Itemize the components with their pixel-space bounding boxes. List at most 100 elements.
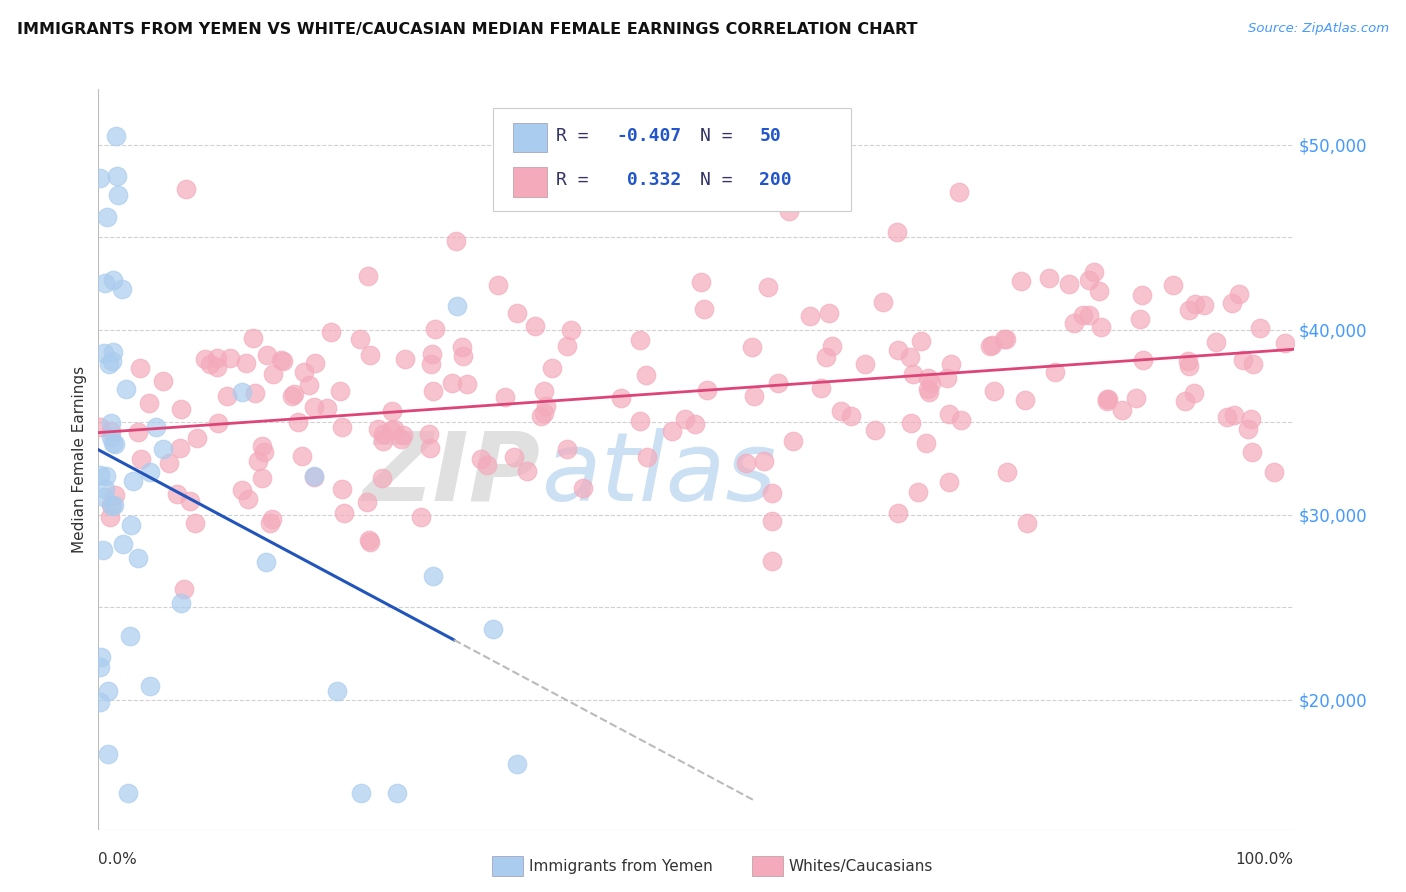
Point [1178,359,1201,373]
Point [262,368,284,382]
Point [94,468,117,483]
Y-axis label: Median Female Earnings: Median Female Earnings [72,366,87,553]
Point [100,416,122,430]
Point [1192,298,1215,312]
Point [420,347,443,361]
Point [271,354,294,368]
Point [917,382,939,396]
Point [935,370,957,384]
Point [111,537,134,551]
Point [101,499,124,513]
Text: Source: ZipAtlas.com: Source: ZipAtlas.com [1249,22,1389,36]
Point [993,332,1015,346]
Point [1249,321,1271,335]
Point [107,187,129,202]
Point [1038,271,1060,285]
Point [425,322,447,336]
Point [830,403,852,417]
Point [219,351,242,365]
Point [1182,386,1205,401]
Point [481,622,505,636]
Text: -0.407: -0.407 [616,127,681,145]
Point [152,374,174,388]
Point [1095,393,1118,408]
Point [357,268,380,283]
Point [302,469,325,483]
Point [690,275,713,289]
Point [782,434,804,448]
Point [283,387,305,401]
Point [818,306,841,320]
Point [250,439,273,453]
Point [534,399,557,413]
Point [231,483,253,497]
Point [89,420,111,434]
Point [752,454,775,468]
Point [839,409,862,423]
Point [235,355,257,369]
Text: R =: R = [557,127,599,145]
Point [761,514,783,528]
Point [541,361,564,376]
Point [292,365,315,379]
Point [349,333,371,347]
Point [304,356,326,370]
Point [394,351,416,366]
Point [93,490,115,504]
Point [1078,273,1101,287]
Point [104,437,127,451]
Point [1017,516,1039,530]
Point [139,679,162,693]
Point [207,416,229,430]
Text: Whites/Caucasians: Whites/Caucasians [789,859,934,873]
Point [127,551,149,566]
Point [245,386,267,401]
Point [901,367,924,381]
Point [1071,308,1094,322]
Point [533,406,555,420]
Text: atlas: atlas [541,427,776,521]
Point [815,351,838,365]
Point [696,384,718,398]
Point [630,333,652,347]
Point [89,171,111,186]
Point [983,384,1005,398]
Point [475,458,498,472]
Point [628,414,651,428]
Point [523,318,546,333]
Point [494,390,516,404]
Point [914,435,936,450]
Point [1077,309,1099,323]
Point [938,475,960,490]
Point [1184,297,1206,311]
Point [350,786,373,800]
Point [291,449,314,463]
Point [886,225,908,239]
Text: IMMIGRANTS FROM YEMEN VS WHITE/CAUCASIAN MEDIAN FEMALE EARNINGS CORRELATION CHAR: IMMIGRANTS FROM YEMEN VS WHITE/CAUCASIAN… [17,22,917,37]
Point [179,494,201,508]
Point [470,452,492,467]
Point [456,377,478,392]
Point [115,382,138,396]
Point [259,516,281,530]
Point [810,381,832,395]
Point [907,485,929,500]
Point [799,310,821,324]
Point [332,483,354,497]
Point [169,442,191,456]
Point [215,389,238,403]
Point [941,357,963,371]
Point [321,326,343,340]
FancyBboxPatch shape [513,122,547,153]
Text: 0.332: 0.332 [616,171,681,189]
Point [557,442,579,457]
Point [117,786,139,800]
Point [252,471,274,485]
Point [995,465,1018,479]
Point [422,384,444,398]
Point [979,338,1001,352]
Point [89,660,111,674]
Point [1130,288,1153,302]
Point [980,338,1002,352]
Point [89,695,111,709]
